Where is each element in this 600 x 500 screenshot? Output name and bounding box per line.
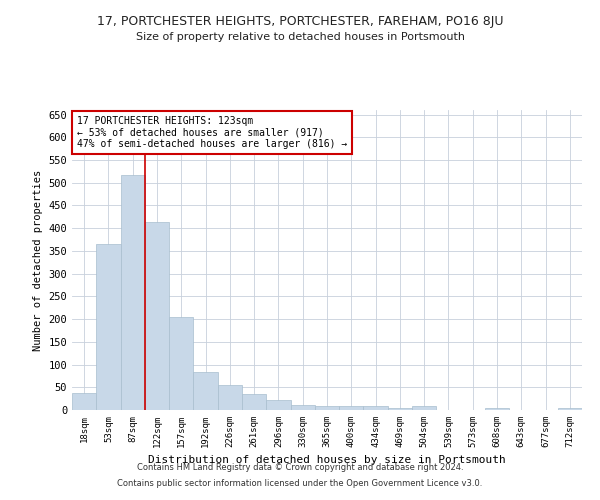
- Text: Size of property relative to detached houses in Portsmouth: Size of property relative to detached ho…: [136, 32, 464, 42]
- Bar: [218, 385, 242, 410]
- Bar: [290, 405, 315, 410]
- Bar: [193, 372, 218, 410]
- Text: 17 PORTCHESTER HEIGHTS: 123sqm
← 53% of detached houses are smaller (917)
47% of: 17 PORTCHESTER HEIGHTS: 123sqm ← 53% of …: [77, 116, 347, 149]
- Text: Contains HM Land Registry data © Crown copyright and database right 2024.: Contains HM Land Registry data © Crown c…: [137, 464, 463, 472]
- Bar: [412, 406, 436, 410]
- Bar: [485, 408, 509, 410]
- Text: 17, PORTCHESTER HEIGHTS, PORTCHESTER, FAREHAM, PO16 8JU: 17, PORTCHESTER HEIGHTS, PORTCHESTER, FA…: [97, 15, 503, 28]
- Y-axis label: Number of detached properties: Number of detached properties: [33, 170, 43, 350]
- Bar: [96, 244, 121, 410]
- Bar: [72, 392, 96, 410]
- Text: Contains public sector information licensed under the Open Government Licence v3: Contains public sector information licen…: [118, 478, 482, 488]
- Bar: [121, 174, 145, 410]
- Bar: [242, 394, 266, 410]
- Bar: [266, 400, 290, 410]
- Bar: [388, 408, 412, 410]
- Bar: [315, 406, 339, 410]
- Bar: [364, 406, 388, 410]
- Bar: [339, 406, 364, 410]
- Bar: [558, 408, 582, 410]
- X-axis label: Distribution of detached houses by size in Portsmouth: Distribution of detached houses by size …: [148, 456, 506, 466]
- Bar: [169, 317, 193, 410]
- Bar: [145, 222, 169, 410]
